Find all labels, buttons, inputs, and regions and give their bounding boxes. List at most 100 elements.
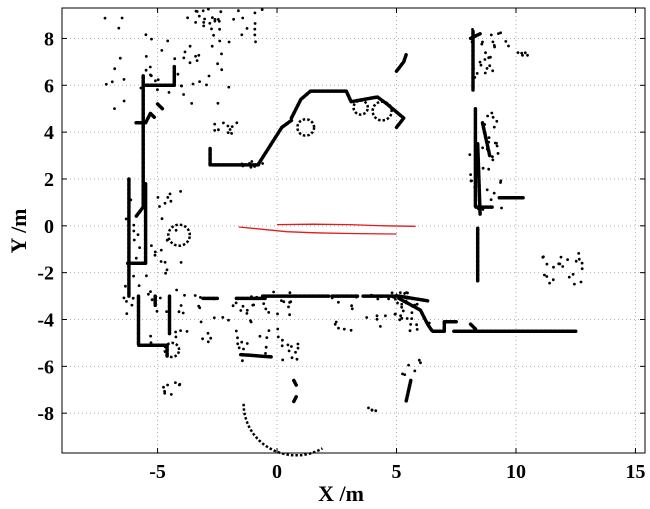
scan-point bbox=[156, 78, 160, 82]
scan-point bbox=[240, 340, 244, 344]
scan-point bbox=[205, 83, 208, 87]
scan-point bbox=[202, 21, 206, 24]
scan-point bbox=[163, 389, 167, 393]
scan-segment bbox=[404, 378, 413, 404]
scan-segment bbox=[475, 142, 482, 216]
scan-point bbox=[276, 312, 279, 316]
scan-point bbox=[577, 252, 581, 255]
scan-point bbox=[495, 141, 498, 145]
scan-point bbox=[485, 67, 489, 70]
scan-point bbox=[212, 33, 216, 37]
scan-point bbox=[188, 61, 192, 65]
scan-point bbox=[174, 330, 178, 334]
scan-point bbox=[188, 44, 192, 48]
y-tick-label: 6 bbox=[44, 75, 54, 97]
scan-point bbox=[227, 85, 231, 89]
scan-point bbox=[241, 304, 245, 308]
scan-point bbox=[181, 311, 185, 315]
scan-point bbox=[409, 323, 412, 326]
scan-point bbox=[138, 246, 142, 250]
scan-point bbox=[234, 329, 238, 333]
scan-point bbox=[232, 17, 236, 21]
scan-point bbox=[470, 40, 474, 44]
scan-point bbox=[166, 39, 170, 43]
scan-point bbox=[110, 80, 114, 84]
scan-point bbox=[523, 51, 527, 55]
scan-point bbox=[165, 310, 169, 313]
scan-point bbox=[176, 72, 180, 76]
scan-point bbox=[290, 356, 294, 360]
scan-point bbox=[139, 86, 143, 90]
scan-point bbox=[276, 335, 280, 339]
scan-segment bbox=[289, 89, 406, 130]
scan-point bbox=[545, 275, 549, 278]
scan-point bbox=[496, 152, 500, 155]
scan-point bbox=[222, 121, 225, 125]
scan-point bbox=[481, 166, 485, 170]
scan-arc bbox=[242, 403, 323, 457]
scan-segment bbox=[134, 74, 145, 219]
scan-point bbox=[226, 131, 230, 135]
scan-arc bbox=[352, 99, 370, 116]
scan-point bbox=[221, 316, 225, 319]
scan-point bbox=[495, 144, 499, 148]
scan-point bbox=[504, 40, 508, 43]
scan-point bbox=[195, 10, 199, 13]
scan-point bbox=[499, 31, 502, 35]
scan-point bbox=[571, 272, 575, 276]
scan-point bbox=[492, 125, 496, 129]
scan-segment bbox=[239, 352, 275, 359]
y-tick-label: -8 bbox=[37, 403, 54, 425]
y-tick-label: -2 bbox=[37, 263, 54, 285]
scan-point bbox=[375, 314, 379, 318]
scan-point bbox=[483, 123, 487, 126]
scan-point bbox=[264, 345, 268, 349]
scan-point bbox=[577, 257, 581, 261]
scan-point bbox=[486, 114, 489, 118]
scan-point bbox=[491, 155, 494, 159]
scan-point bbox=[580, 267, 584, 271]
scan-point bbox=[236, 336, 239, 340]
scan-point bbox=[153, 250, 157, 254]
scan-arc bbox=[394, 291, 409, 306]
series-0 bbox=[103, 7, 584, 457]
scan-segment bbox=[136, 294, 169, 359]
scan-point bbox=[154, 79, 157, 83]
scan-point bbox=[208, 21, 212, 25]
scan-point bbox=[245, 342, 249, 345]
scan-point bbox=[216, 101, 220, 105]
scan-point bbox=[253, 33, 257, 37]
scan-point bbox=[265, 336, 269, 339]
scan-point bbox=[410, 297, 414, 301]
scan-point bbox=[168, 192, 172, 196]
scan-point bbox=[113, 107, 116, 110]
scan-point bbox=[159, 260, 163, 263]
scan-point bbox=[174, 228, 178, 232]
scan-point bbox=[149, 290, 152, 293]
scan-point bbox=[516, 51, 520, 54]
scan-point bbox=[220, 52, 223, 56]
scan-point bbox=[212, 316, 216, 320]
scan-point bbox=[481, 146, 484, 150]
scan-point bbox=[567, 275, 571, 279]
scan-point bbox=[230, 125, 234, 128]
scan-point bbox=[165, 268, 169, 272]
scan-point bbox=[219, 10, 223, 14]
scan-point bbox=[253, 165, 256, 168]
scan-point bbox=[481, 40, 484, 44]
scan-point bbox=[150, 37, 153, 41]
scan-point bbox=[150, 298, 154, 302]
scan-point bbox=[134, 256, 138, 260]
scan-point bbox=[473, 186, 477, 189]
scan-point bbox=[235, 121, 239, 125]
scan-point bbox=[342, 327, 346, 331]
scan-point bbox=[207, 74, 211, 78]
scan-point bbox=[566, 258, 569, 261]
scan-point bbox=[392, 295, 395, 299]
scan-point bbox=[198, 80, 202, 83]
scan-point bbox=[290, 345, 293, 348]
scan-point bbox=[552, 265, 555, 269]
scan-point bbox=[487, 56, 491, 60]
scan-point bbox=[122, 78, 126, 81]
